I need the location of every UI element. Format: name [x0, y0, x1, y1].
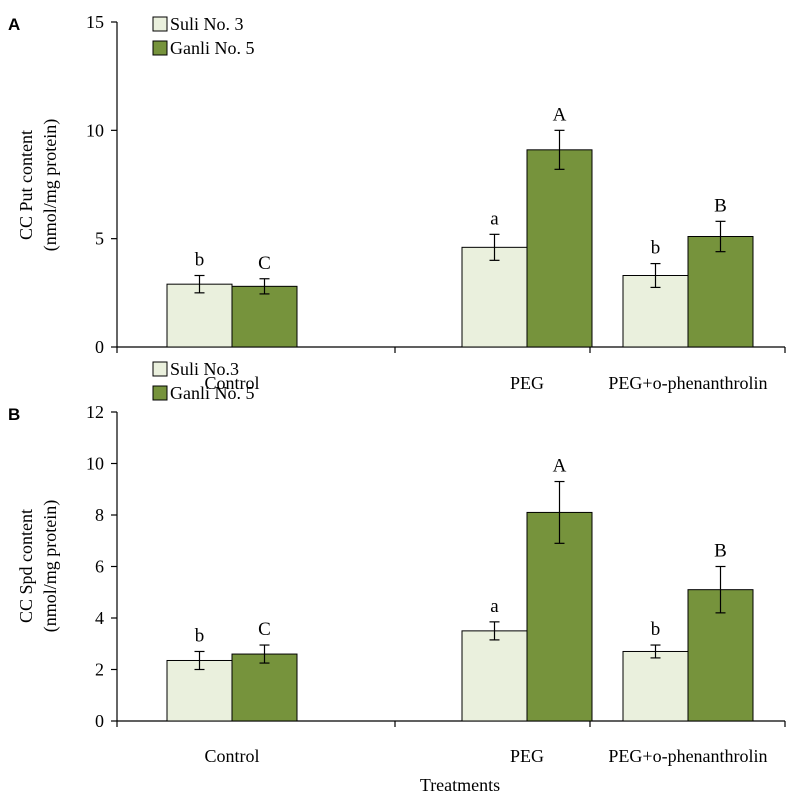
- chart-panel-a: A 0 5 10 15 CC Put content (nmol/mg protein) Co…: [8, 12, 786, 393]
- x-category-label: PEG: [510, 746, 544, 766]
- x-category-label: Control: [204, 373, 259, 393]
- significance-letter: b: [651, 619, 661, 640]
- y-tick-label: 2: [95, 660, 104, 680]
- y-tick-label: 5: [95, 229, 104, 249]
- significance-letter: a: [490, 208, 499, 229]
- x-category-label: Control: [204, 746, 259, 766]
- y-axis-label: CC Spd content (nmol/mg protein): [16, 500, 61, 632]
- significance-letter: b: [195, 625, 205, 646]
- chart-panel-b: B 0 2 4 6 8 10 12 CC Spd content (nmol/mg protein…: [8, 359, 786, 795]
- bar: [526, 511, 593, 722]
- bar: [231, 653, 298, 722]
- y-axis-label: CC Put content (nmol/mg protein): [16, 119, 61, 251]
- y-tick-label: 0: [95, 711, 104, 731]
- y-tick-label: 0: [95, 337, 104, 357]
- y-tick-label: 4: [95, 608, 104, 628]
- x-category-label: PEG+o-phenanthrolin: [608, 373, 767, 393]
- legend-label: Suli No.3: [170, 359, 239, 379]
- y-tick-label: 12: [86, 402, 104, 422]
- y-axis-label-line: CC Spd content: [16, 509, 36, 623]
- x-category-label: PEG: [510, 373, 544, 393]
- significance-letter: A: [553, 104, 567, 125]
- bar: [231, 285, 298, 348]
- significance-letter: B: [714, 195, 727, 216]
- bar: [461, 630, 528, 722]
- bar: [526, 149, 593, 348]
- x-category-label: PEG+o-phenanthrolin: [608, 746, 767, 766]
- legend-swatch: [152, 40, 168, 56]
- legend-swatch: [152, 16, 168, 32]
- significance-letter: a: [490, 596, 499, 617]
- significance-letter: b: [651, 238, 661, 259]
- significance-letter: B: [714, 541, 727, 562]
- bar: [622, 650, 689, 722]
- y-tick-label: 8: [95, 505, 104, 525]
- panel-label: B: [8, 405, 20, 424]
- legend-label: Suli No. 3: [170, 14, 244, 34]
- legend-label: Ganli No. 5: [170, 38, 255, 58]
- y-axis-label-line: (nmol/mg protein): [40, 119, 61, 251]
- panel-label: A: [8, 15, 20, 34]
- bar: [461, 246, 528, 348]
- y-tick-label: 10: [86, 454, 104, 474]
- bar: [166, 283, 233, 348]
- y-tick-label: 10: [86, 120, 104, 140]
- y-axis-label-line: (nmol/mg protein): [40, 500, 61, 632]
- y-tick-label: 6: [95, 557, 104, 577]
- significance-letter: C: [258, 619, 271, 640]
- legend-label: Ganli No. 5: [170, 383, 255, 403]
- y-axis-label-line: CC Put content: [16, 130, 36, 240]
- significance-letter: b: [195, 250, 205, 271]
- significance-letter: C: [258, 253, 271, 274]
- legend-swatch: [152, 385, 168, 401]
- y-tick-label: 15: [86, 12, 104, 32]
- legend-swatch: [152, 361, 168, 377]
- x-axis-title: Treatments: [420, 775, 500, 795]
- significance-letter: A: [553, 456, 567, 477]
- bar: [687, 236, 754, 348]
